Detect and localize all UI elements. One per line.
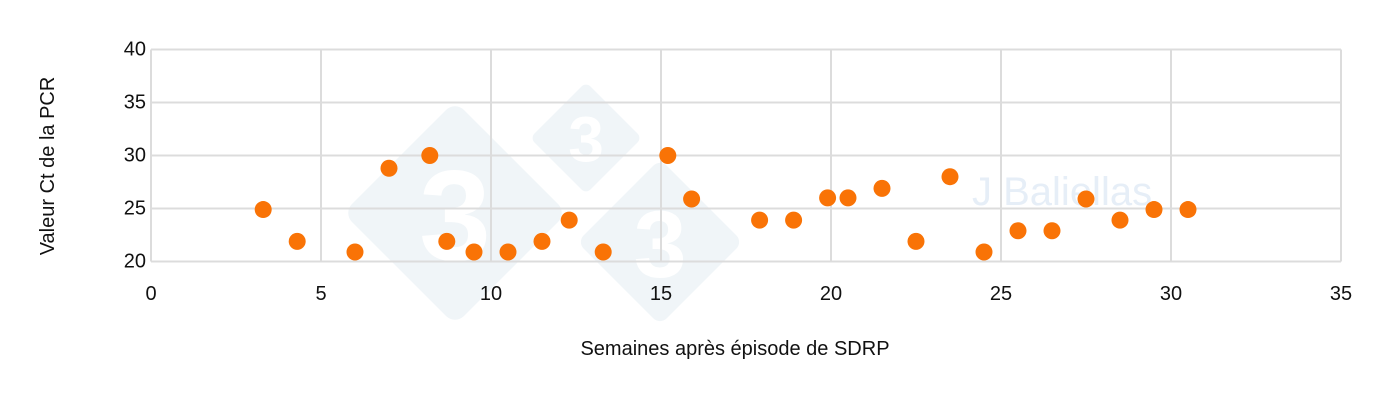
- y-tick-label: 20: [124, 251, 146, 273]
- data-point: [975, 243, 993, 261]
- watermark-text: J Baliellas: [972, 170, 1152, 214]
- x-tick-label: 30: [1160, 283, 1182, 305]
- gridlines: [150, 48, 1342, 263]
- y-tick-label: 35: [124, 92, 146, 114]
- data-point: [254, 201, 272, 219]
- data-point: [785, 211, 803, 229]
- x-tick-label: 35: [1330, 283, 1352, 305]
- data-point: [499, 243, 517, 261]
- data-point: [380, 159, 398, 177]
- data-point: [1009, 222, 1027, 240]
- x-tick-label: 0: [145, 283, 156, 305]
- data-point: [1145, 201, 1163, 219]
- data-point: [1111, 211, 1129, 229]
- watermark-digit: 3: [419, 144, 491, 288]
- data-points: [254, 147, 1197, 261]
- y-tick-label: 40: [124, 39, 146, 61]
- data-point: [421, 147, 439, 164]
- x-axis-ticks: 0 5 10 15 20 25 30 35: [145, 283, 1352, 305]
- x-tick-label: 15: [650, 283, 672, 305]
- watermark-diamond: 3: [348, 106, 562, 320]
- data-point: [839, 189, 857, 207]
- data-point: [438, 232, 456, 250]
- data-point: [346, 243, 364, 261]
- y-tick-label: 25: [124, 198, 146, 220]
- data-point: [751, 211, 769, 229]
- data-point: [1179, 201, 1197, 219]
- data-point: [941, 168, 959, 186]
- x-tick-label: 20: [820, 283, 842, 305]
- data-point: [560, 211, 578, 229]
- data-point: [533, 232, 551, 250]
- data-point: [465, 243, 483, 261]
- data-point: [683, 190, 701, 208]
- watermark-logo: 333: [348, 84, 740, 322]
- x-tick-label: 25: [990, 283, 1012, 305]
- y-tick-label: 30: [124, 145, 146, 167]
- data-point: [819, 189, 837, 207]
- x-tick-label: 5: [315, 283, 326, 305]
- data-point: [907, 232, 925, 250]
- watermark-diamond: 3: [532, 84, 640, 192]
- x-axis-title: Semaines après épisode de SDRP: [580, 338, 889, 360]
- data-point: [1077, 190, 1095, 208]
- y-axis-title: Valeur Ct de la PCR: [37, 77, 59, 256]
- data-point: [873, 179, 891, 197]
- watermark-digit: 3: [568, 104, 604, 176]
- data-point: [288, 232, 306, 250]
- x-tick-label: 10: [480, 283, 502, 305]
- y-axis-ticks: 20 25 30 35 40: [124, 39, 146, 273]
- data-point: [594, 243, 612, 261]
- data-point: [659, 147, 677, 164]
- data-point: [1043, 222, 1061, 240]
